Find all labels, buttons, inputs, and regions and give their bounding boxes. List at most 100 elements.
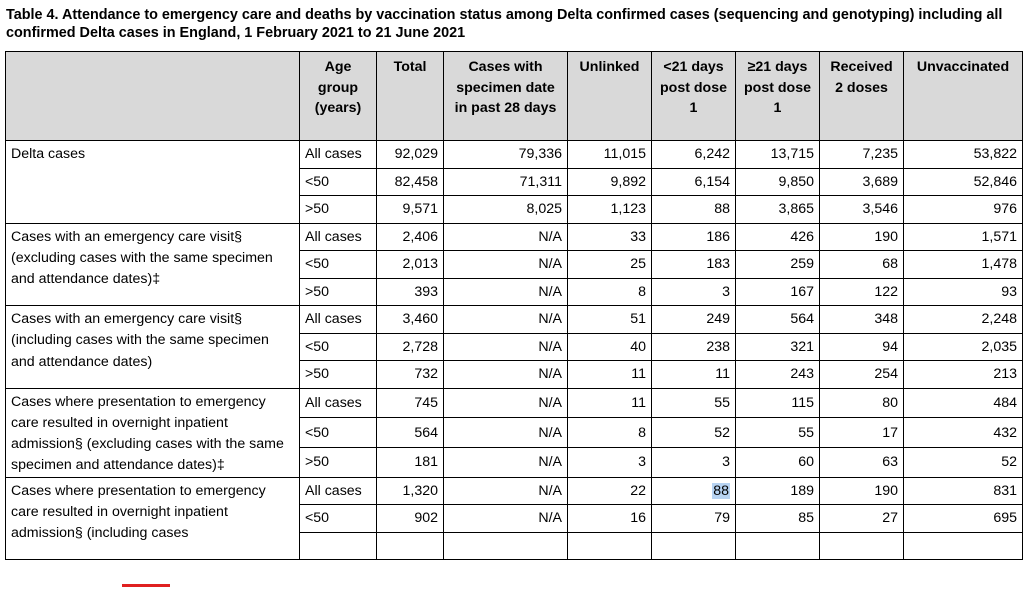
value-cell: 393 xyxy=(376,277,444,306)
age-group-cell: All cases xyxy=(299,476,377,506)
value-cell: N/A xyxy=(443,360,568,389)
value-cell: N/A xyxy=(443,387,568,419)
value-cell: 93 xyxy=(903,277,1023,306)
header-unvaccinated: Unvaccinated xyxy=(903,51,1023,141)
value-cell: 732 xyxy=(376,360,444,389)
value-cell: 7,235 xyxy=(819,140,904,169)
value-cell: 3 xyxy=(651,277,736,306)
value-cell: 11 xyxy=(567,360,652,389)
value-cell: N/A xyxy=(443,250,568,279)
value-cell: 484 xyxy=(903,387,1023,419)
header-over-21-days: ≥21 days post dose 1 xyxy=(735,51,820,141)
value-cell: 254 xyxy=(819,360,904,389)
value-cell: 8,025 xyxy=(443,195,568,224)
value-cell: 190 xyxy=(819,476,904,506)
value-cell: 25 xyxy=(567,250,652,279)
group-label: Cases with an emergency care visit§ (inc… xyxy=(5,305,300,389)
value-cell: 238 xyxy=(651,332,736,361)
value-cell: 40 xyxy=(567,332,652,361)
value-cell xyxy=(735,531,820,561)
header-blank xyxy=(5,51,300,141)
value-cell: 243 xyxy=(735,360,820,389)
value-cell: 33 xyxy=(567,222,652,251)
value-cell xyxy=(567,531,652,561)
table-row: <50 2,728 N/A 40 238 321 94 2,035 xyxy=(6,332,1023,361)
value-cell: 51 xyxy=(567,305,652,334)
value-cell: 52,846 xyxy=(903,167,1023,196)
age-group-cell: >50 xyxy=(299,277,377,306)
value-cell: 71,311 xyxy=(443,167,568,196)
value-cell: N/A xyxy=(443,277,568,306)
value-cell: 190 xyxy=(819,222,904,251)
value-cell: 52 xyxy=(651,417,736,448)
table-row: Cases with an emergency care visit§ (inc… xyxy=(5,305,1023,389)
age-group-cell: <50 xyxy=(299,250,377,279)
age-group-cell: All cases xyxy=(299,140,377,169)
value-cell: 259 xyxy=(735,250,820,279)
value-cell: 321 xyxy=(735,332,820,361)
value-cell: 82,458 xyxy=(376,167,444,196)
delta-attendance-table: Age group (years) Total Cases with speci… xyxy=(5,51,1023,561)
value-cell: 213 xyxy=(903,360,1023,389)
spellcheck-underline xyxy=(122,584,170,587)
value-cell: 432 xyxy=(903,417,1023,448)
value-cell: 53,822 xyxy=(903,140,1023,169)
value-cell: 122 xyxy=(819,277,904,306)
value-cell: 1,571 xyxy=(903,222,1023,251)
value-cell: 564 xyxy=(735,305,820,334)
value-cell: 52 xyxy=(903,446,1023,478)
value-cell: 2,406 xyxy=(376,222,444,251)
value-cell xyxy=(376,531,444,561)
value-cell: N/A xyxy=(443,332,568,361)
value-cell: 9,892 xyxy=(567,167,652,196)
value-cell: 3,546 xyxy=(819,195,904,224)
age-group-cell: <50 xyxy=(299,332,377,361)
table-row: >50 181 N/A 3 3 60 63 52 xyxy=(6,446,1023,478)
value-cell: 16 xyxy=(567,504,652,533)
value-cell: 63 xyxy=(819,446,904,478)
value-cell: 1,320 xyxy=(376,476,444,506)
header-under-21-days: <21 days post dose 1 xyxy=(651,51,736,141)
value-cell: 9,571 xyxy=(376,195,444,224)
header-unlinked: Unlinked xyxy=(567,51,652,141)
value-cell: N/A xyxy=(443,417,568,448)
table-caption: Table 4. Attendance to emergency care an… xyxy=(6,7,1003,41)
table-row: Cases where presentation to emergency ca… xyxy=(5,387,1023,478)
group-label: Cases with an emergency care visit§ (exc… xyxy=(5,222,300,306)
value-cell: 348 xyxy=(819,305,904,334)
group-label: Cases where presentation to emergency ca… xyxy=(5,387,300,478)
value-cell: 55 xyxy=(735,417,820,448)
value-cell: 85 xyxy=(735,504,820,533)
age-group-cell xyxy=(299,531,377,561)
value-cell: 186 xyxy=(651,222,736,251)
value-cell: 181 xyxy=(376,446,444,478)
value-cell: 2,035 xyxy=(903,332,1023,361)
header-row: Age group (years) Total Cases with speci… xyxy=(5,51,1023,141)
value-cell: 17 xyxy=(819,417,904,448)
value-cell: 13,715 xyxy=(735,140,820,169)
value-cell: 2,248 xyxy=(903,305,1023,334)
value-cell: 79 xyxy=(651,504,736,533)
header-two-doses: Received 2 doses xyxy=(819,51,904,141)
value-cell: 115 xyxy=(735,387,820,419)
value-cell: 8 xyxy=(567,277,652,306)
value-cell: 79,336 xyxy=(443,140,568,169)
age-group-cell: <50 xyxy=(299,417,377,448)
table-row: Cases where presentation to emergency ca… xyxy=(5,476,1023,561)
value-cell: 9,850 xyxy=(735,167,820,196)
table-row: <50 82,458 71,311 9,892 6,154 9,850 3,689 52,84… xyxy=(6,167,1023,196)
value-cell: 11,015 xyxy=(567,140,652,169)
age-group-cell: >50 xyxy=(299,195,377,224)
selected-text[interactable]: 88 xyxy=(712,482,730,499)
table-row: <50 564 N/A 8 52 55 17 432 xyxy=(6,417,1023,448)
age-group-cell: >50 xyxy=(299,446,377,478)
group-label: Delta cases xyxy=(5,140,300,224)
value-cell: 22 xyxy=(567,476,652,506)
value-cell: 1,478 xyxy=(903,250,1023,279)
table-row: Delta cases All cases 92,029 79,336 11,015 6,… xyxy=(5,140,1023,224)
value-cell: 189 xyxy=(735,476,820,506)
header-age-group: Age group (years) xyxy=(299,51,377,141)
value-cell: 94 xyxy=(819,332,904,361)
value-cell: 426 xyxy=(735,222,820,251)
header-recent-specimen: Cases with specimen date in past 28 days xyxy=(443,51,568,141)
